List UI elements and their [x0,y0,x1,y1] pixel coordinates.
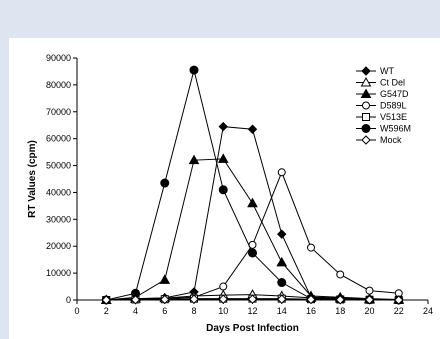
legend-marker-d589l [362,101,370,110]
data-point-mock [364,295,375,305]
data-point-w596m [160,178,170,188]
legend-label-wt: WT [380,66,394,76]
legend-label-w596m: W596M [380,124,411,134]
data-point-w596m [189,65,199,75]
legend-item-g547d: G547D [356,88,409,99]
legend-marker-mock [361,135,371,145]
legend-marker-w596m [361,124,371,133]
data-point-mock [394,295,404,305]
series-g547d [100,153,405,304]
data-point-mock [335,295,345,305]
legend-item-mock: Mock [356,135,402,145]
legend-label-mock: Mock [380,135,402,145]
data-point-d589l [336,270,345,279]
x-tick-label: 8 [191,306,196,316]
line-chart: 0 10000 20000 30000 40000 50000 60000 70000 8000… [27,53,433,334]
legend-item-d589l: D589L [356,101,407,111]
data-point-mock [306,294,316,305]
data-point-mock [101,295,111,305]
y-tick-label: 80000 [46,80,71,90]
x-tick-label: 2 [104,306,109,316]
x-axis-title: Days Post Infection [206,323,299,334]
legend-marker-wt [361,66,371,76]
data-point-g547d [159,274,171,284]
series-d589l [102,168,403,304]
axes: 0 10000 20000 30000 40000 50000 60000 70000 8000… [46,53,433,316]
chart-panel: 0 10000 20000 30000 40000 50000 60000 70000 8000… [9,38,440,339]
x-tick-label: 22 [394,306,404,316]
x-tick-label: 18 [335,306,345,316]
y-axis-title: RT Values (cpm) [27,140,38,218]
y-tick-label: 30000 [46,214,71,224]
series-w596m [101,65,404,305]
x-tick-label: 20 [364,306,374,316]
legend-item-ct-del: Ct Del [356,76,405,88]
legend-item-wt: WT [356,66,394,76]
data-point-d589l [219,282,228,291]
x-tick-label: 16 [306,306,316,316]
x-tick-label: 14 [277,306,287,316]
x-tick-label: 24 [423,306,433,316]
data-point-wt [247,124,258,134]
data-point-d589l [307,243,315,252]
series-line-wt [106,126,399,301]
data-point-mock [189,294,199,304]
data-point-mock [218,294,228,304]
legend-label-d589l: D589L [380,101,407,111]
data-point-mock [277,294,287,304]
y-tick-label: 10000 [46,268,71,278]
legend-item-v513e: V513E [356,112,407,122]
series-wt [101,121,404,305]
data-point-wt [218,121,228,132]
legend-label-v513e: V513E [380,112,407,122]
data-point-mock [160,294,170,305]
data-point-g547d [247,197,258,208]
series-layer [100,65,405,305]
data-point-w596m [248,248,257,258]
data-point-wt [277,229,287,239]
y-tick-label: 60000 [46,134,71,144]
data-point-d589l [365,286,374,295]
legend-item-w596m: W596M [356,124,411,134]
legend-label-ct-del: Ct Del [380,78,405,88]
y-tick-label: 20000 [46,241,71,251]
data-point-w596m [218,185,228,195]
data-point-d589l [277,168,286,177]
y-tick-label: 70000 [46,107,71,117]
data-point-g547d [188,154,200,165]
series-line-w596m [106,69,399,301]
legend-marker-ct-del [360,76,372,87]
y-tick-label: 0 [66,295,71,305]
data-point-g547d [276,256,288,267]
x-tick-label: 10 [218,306,228,316]
y-tick-label: 40000 [46,187,71,197]
x-tick-label: 4 [133,306,138,316]
series-line-d589l [106,170,399,301]
legend-label-g547d: G547D [380,89,409,99]
x-tick-label: 6 [162,306,167,316]
data-point-w596m [277,278,287,288]
x-tick-label: 0 [74,306,79,316]
data-point-mock [130,295,141,305]
data-point-g547d [217,153,229,163]
series-mock [101,294,404,305]
y-tick-label: 50000 [46,161,71,171]
series-line-g547d [106,158,399,301]
y-tick-label: 90000 [46,53,71,63]
data-point-mock [247,294,258,304]
x-tick-label: 12 [247,306,257,316]
legend-marker-g547d [360,88,372,98]
legend-marker-v513e [362,113,370,121]
